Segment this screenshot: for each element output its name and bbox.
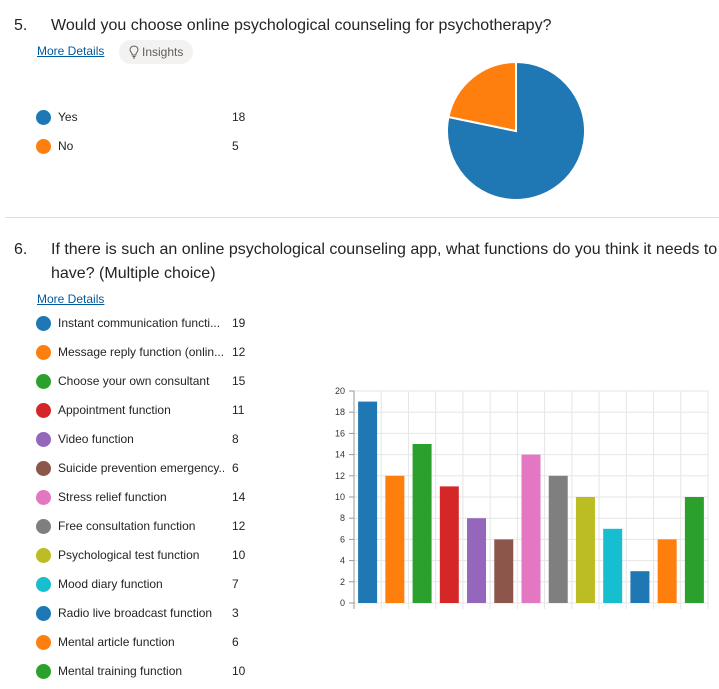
bar-10[interactable] bbox=[603, 528, 623, 603]
q6-legend-item: Choose your own consultant 15 bbox=[36, 371, 245, 391]
y-tick-label: 10 bbox=[335, 492, 345, 502]
legend-color-dot bbox=[36, 344, 51, 360]
legend-color-dot bbox=[36, 605, 51, 621]
legend-color-dot bbox=[36, 315, 51, 331]
legend-color-dot bbox=[36, 489, 51, 505]
legend-count: 6 bbox=[232, 635, 239, 649]
q6-title-line2: have? (Multiple choice) bbox=[51, 265, 216, 282]
legend-label: Mood diary function bbox=[58, 577, 163, 591]
legend-count: 6 bbox=[232, 461, 239, 475]
q5-legend-item: No 5 bbox=[36, 136, 239, 156]
legend-color-dot bbox=[36, 576, 51, 592]
bar-6[interactable] bbox=[494, 539, 514, 603]
legend-count: 11 bbox=[232, 403, 245, 417]
legend-count: 10 bbox=[232, 664, 246, 678]
q6-legend-item: Mental article function 6 bbox=[36, 632, 239, 652]
q6-legend-item: Appointment function 11 bbox=[36, 400, 244, 420]
q6-legend-item: Stress relief function 14 bbox=[36, 487, 245, 507]
y-tick-label: 20 bbox=[335, 386, 345, 396]
lightbulb-icon bbox=[129, 45, 139, 59]
q6-title-line1: If there is such an online psychological… bbox=[51, 241, 718, 258]
legend-label: Appointment function bbox=[58, 403, 171, 417]
legend-color-dot bbox=[36, 663, 51, 679]
y-tick-label: 18 bbox=[335, 407, 345, 417]
bar-9[interactable] bbox=[575, 497, 595, 603]
y-tick-label: 8 bbox=[340, 513, 345, 523]
y-tick-label: 6 bbox=[340, 534, 345, 544]
bar-7[interactable] bbox=[521, 454, 541, 603]
q6-legend-item: Free consultation function 12 bbox=[36, 516, 245, 536]
y-tick-label: 4 bbox=[340, 556, 345, 566]
legend-label: Radio live broadcast function bbox=[58, 606, 213, 620]
legend-color-dot bbox=[36, 634, 51, 650]
q5-legend-item: Yes 18 bbox=[36, 107, 245, 127]
legend-count: 12 bbox=[232, 345, 246, 359]
legend-color-dot bbox=[36, 138, 51, 154]
q5-title-text: Would you choose online psychological co… bbox=[51, 17, 552, 34]
bar-2[interactable] bbox=[385, 475, 405, 603]
q6-legend-item: Mood diary function 7 bbox=[36, 574, 239, 594]
bar-3[interactable] bbox=[412, 444, 432, 603]
q5-more-details-link[interactable]: More Details bbox=[37, 44, 105, 58]
legend-color-dot bbox=[36, 460, 51, 476]
section-divider bbox=[5, 217, 719, 218]
legend-color-dot bbox=[36, 547, 51, 563]
q5-insights-button[interactable]: Insights bbox=[119, 40, 194, 64]
y-tick-label: 16 bbox=[335, 428, 345, 438]
legend-count: 19 bbox=[232, 316, 246, 330]
legend-color-dot bbox=[36, 431, 51, 447]
legend-label: No bbox=[58, 139, 74, 153]
legend-label: Mental article function bbox=[58, 635, 175, 649]
q6-legend-item: Message reply function (onlin... 12 bbox=[36, 342, 245, 362]
legend-label: Message reply function (onlin... bbox=[58, 345, 224, 359]
legend-label: Yes bbox=[58, 110, 78, 124]
q6-legend-item: Psychological test function 10 bbox=[36, 545, 245, 565]
legend-count: 15 bbox=[232, 374, 246, 388]
q6-title: 6. If there is such an online psychologi… bbox=[14, 239, 719, 285]
y-tick-label: 12 bbox=[335, 471, 345, 481]
legend-label: Instant communication functi... bbox=[58, 316, 221, 330]
y-tick-label: 14 bbox=[335, 450, 345, 460]
q6-legend-item: Video function 8 bbox=[36, 429, 239, 449]
pie-slice-yes[interactable] bbox=[446, 60, 586, 201]
q6-legend-item: Radio live broadcast function 3 bbox=[36, 603, 239, 623]
legend-label: Choose your own consultant bbox=[58, 374, 210, 388]
y-tick-label: 2 bbox=[340, 577, 345, 587]
legend-color-dot bbox=[36, 373, 51, 389]
legend-count: 10 bbox=[232, 548, 246, 562]
pie-slice-no[interactable] bbox=[447, 60, 517, 133]
legend-color-dot bbox=[36, 402, 51, 418]
legend-color-dot bbox=[36, 109, 51, 125]
legend-count: 3 bbox=[232, 606, 239, 620]
legend-label: Psychological test function bbox=[58, 548, 200, 562]
q6-legend-item: Suicide prevention emergency... 6 bbox=[36, 458, 239, 478]
y-tick-label: 0 bbox=[340, 598, 345, 608]
legend-label: Stress relief function bbox=[58, 490, 167, 504]
bar-12[interactable] bbox=[657, 539, 677, 603]
q6-legend-item: Mental training function 10 bbox=[36, 661, 245, 681]
legend-count: 5 bbox=[232, 139, 239, 153]
legend-count: 14 bbox=[232, 490, 246, 504]
legend-label: Suicide prevention emergency... bbox=[58, 461, 224, 475]
bar-4[interactable] bbox=[439, 486, 459, 603]
legend-count: 12 bbox=[232, 519, 246, 533]
bar-1[interactable] bbox=[358, 401, 378, 603]
bar-13[interactable] bbox=[684, 497, 704, 603]
legend-label: Free consultation function bbox=[58, 519, 196, 533]
bar-11[interactable] bbox=[630, 571, 650, 603]
legend-label: Video function bbox=[58, 432, 134, 446]
q5-title: 5. Would you choose online psychological… bbox=[14, 15, 714, 37]
bar-5[interactable] bbox=[467, 518, 487, 603]
legend-count: 8 bbox=[232, 432, 239, 446]
q6-legend-item: Instant communication functi... 19 bbox=[36, 313, 245, 333]
legend-color-dot bbox=[36, 518, 51, 534]
legend-count: 7 bbox=[232, 577, 239, 591]
insights-label: Insights bbox=[142, 45, 184, 59]
bar-8[interactable] bbox=[548, 475, 568, 603]
q6-number: 6. bbox=[14, 241, 28, 258]
legend-label: Mental training function bbox=[58, 664, 183, 678]
q5-number: 5. bbox=[14, 17, 28, 34]
legend-count: 18 bbox=[232, 110, 246, 124]
q6-more-details-link[interactable]: More Details bbox=[37, 292, 105, 306]
